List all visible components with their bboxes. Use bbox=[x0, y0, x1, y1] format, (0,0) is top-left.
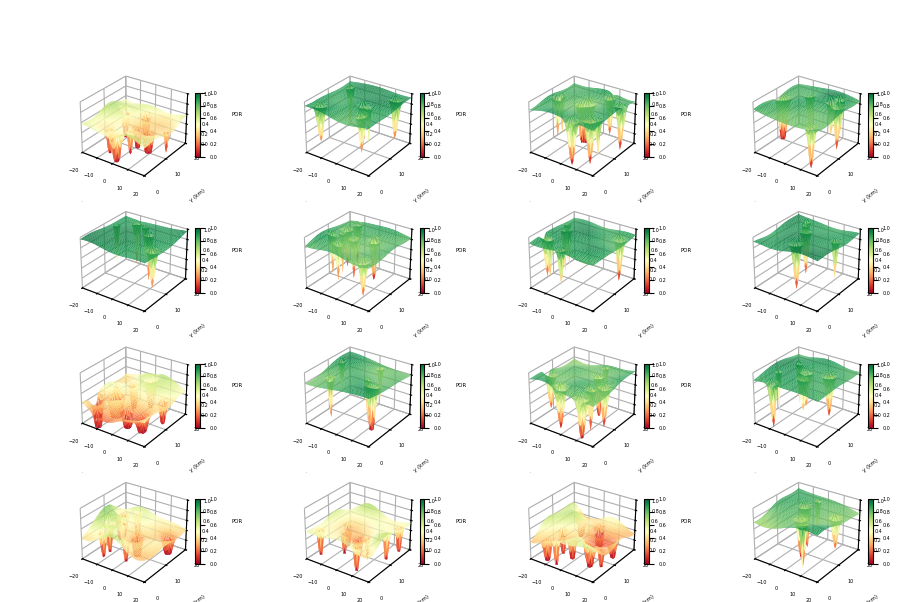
X-axis label: x (km): x (km) bbox=[753, 200, 771, 211]
X-axis label: x (km): x (km) bbox=[528, 471, 547, 482]
Y-axis label: y (km): y (km) bbox=[189, 594, 206, 602]
Y-axis label: y (km): y (km) bbox=[189, 323, 206, 338]
Y-axis label: y (km): y (km) bbox=[638, 594, 655, 602]
X-axis label: x (km): x (km) bbox=[304, 471, 323, 482]
Y-axis label: y (km): y (km) bbox=[638, 458, 655, 473]
X-axis label: x (km): x (km) bbox=[528, 200, 547, 211]
X-axis label: x (km): x (km) bbox=[80, 336, 99, 347]
Y-axis label: y (km): y (km) bbox=[638, 323, 655, 338]
Y-axis label: y (km): y (km) bbox=[862, 323, 879, 338]
X-axis label: x (km): x (km) bbox=[753, 336, 771, 347]
Y-axis label: y (km): y (km) bbox=[189, 187, 206, 202]
X-axis label: x (km): x (km) bbox=[80, 200, 99, 211]
Y-axis label: y (km): y (km) bbox=[638, 187, 655, 202]
Y-axis label: y (km): y (km) bbox=[862, 187, 879, 202]
X-axis label: x (km): x (km) bbox=[304, 200, 323, 211]
X-axis label: x (km): x (km) bbox=[753, 471, 771, 482]
Y-axis label: y (km): y (km) bbox=[189, 458, 206, 473]
X-axis label: x (km): x (km) bbox=[80, 471, 99, 482]
X-axis label: x (km): x (km) bbox=[528, 336, 547, 347]
Y-axis label: y (km): y (km) bbox=[414, 594, 431, 602]
Y-axis label: y (km): y (km) bbox=[414, 458, 431, 473]
Y-axis label: y (km): y (km) bbox=[862, 594, 879, 602]
Y-axis label: y (km): y (km) bbox=[862, 458, 879, 473]
Y-axis label: y (km): y (km) bbox=[414, 323, 431, 338]
Y-axis label: y (km): y (km) bbox=[414, 187, 431, 202]
X-axis label: x (km): x (km) bbox=[304, 336, 323, 347]
